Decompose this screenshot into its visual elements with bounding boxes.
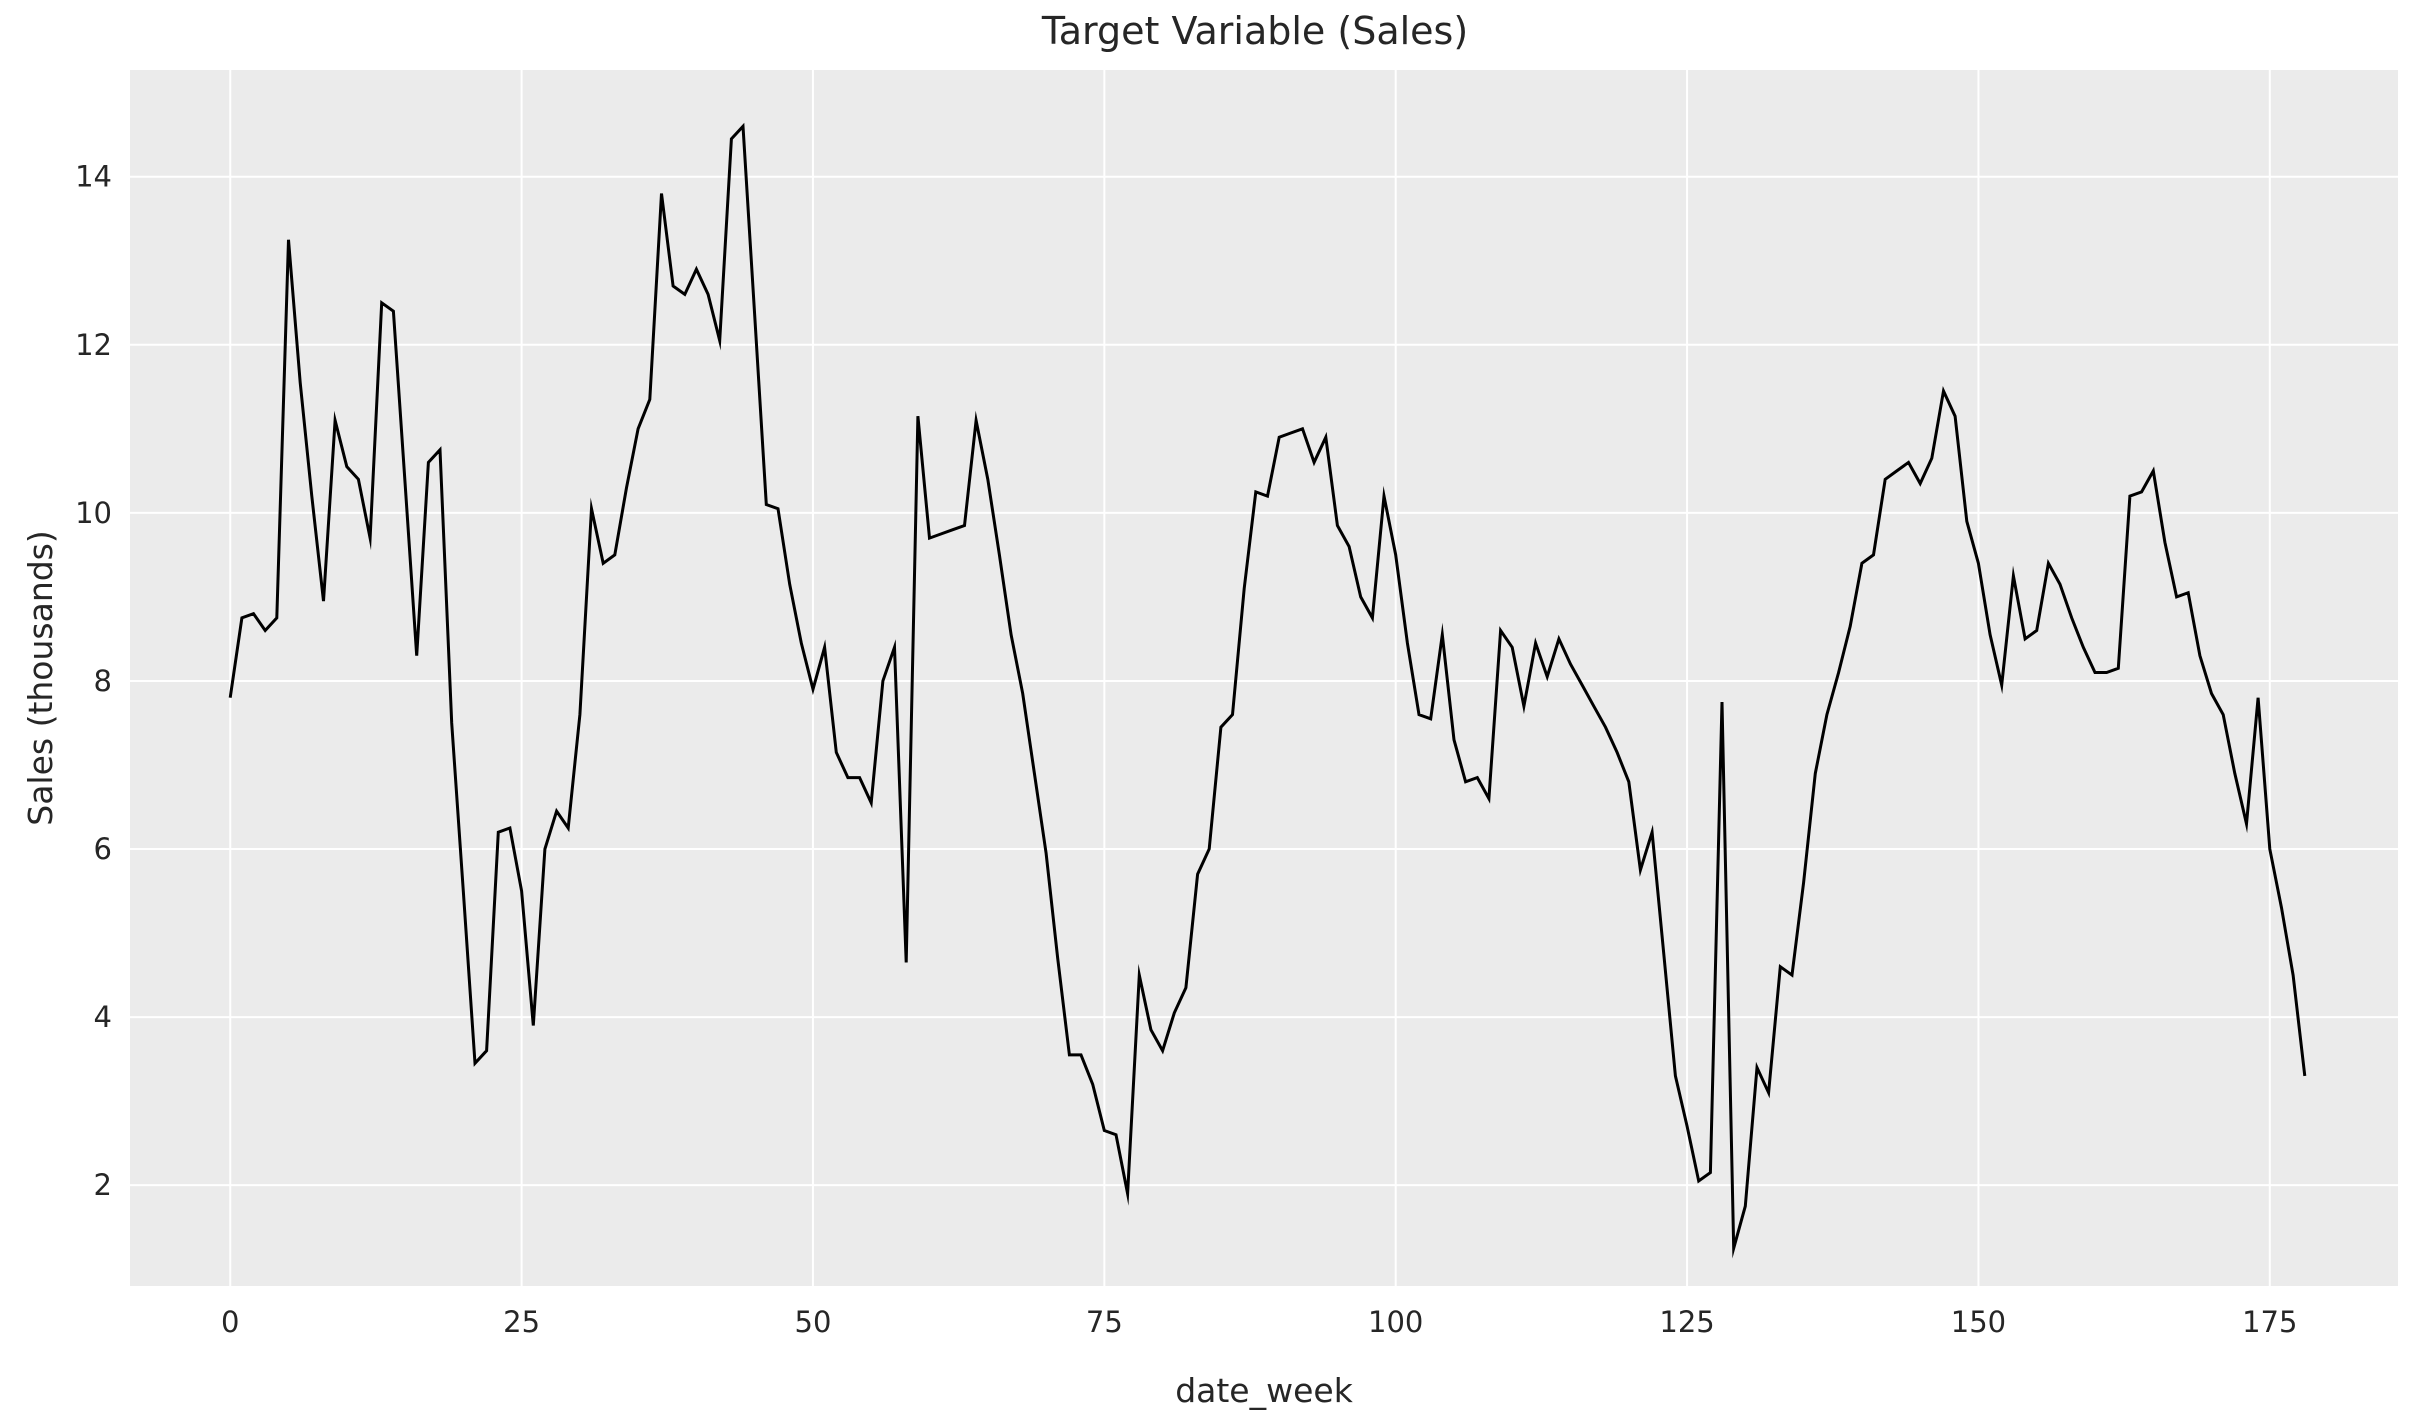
x-tick-label: 150 <box>1951 1305 2006 1339</box>
y-tick-label: 6 <box>94 832 112 866</box>
y-axis-tick-labels: 2 4 6 8 10 12 14 <box>75 160 112 1202</box>
x-tick-label: 50 <box>795 1305 832 1339</box>
x-tick-label: 125 <box>1659 1305 1714 1339</box>
y-tick-label: 12 <box>75 328 112 362</box>
chart-title: Target Variable (Sales) <box>1041 9 1468 53</box>
sales-line-series <box>228 122 2307 1259</box>
x-tick-label: 175 <box>2242 1305 2297 1339</box>
series-sales <box>228 122 2307 1259</box>
x-tick-label: 25 <box>503 1305 540 1339</box>
x-tick-label: 75 <box>1086 1305 1123 1339</box>
y-tick-label: 14 <box>75 160 112 194</box>
x-axis-label: date_week <box>1175 1371 1354 1410</box>
x-tick-label: 100 <box>1368 1305 1423 1339</box>
x-axis-tick-labels: 0 25 50 75 100 125 150 175 <box>221 1305 2297 1339</box>
y-tick-label: 4 <box>94 1000 112 1034</box>
x-tick-label: 0 <box>221 1305 239 1339</box>
y-tick-label: 10 <box>75 496 112 530</box>
gridlines <box>130 70 2398 1286</box>
y-axis-label: Sales (thousands) <box>21 530 60 826</box>
y-tick-label: 2 <box>94 1168 112 1202</box>
plot-area <box>130 70 2398 1286</box>
y-tick-label: 8 <box>94 664 112 698</box>
